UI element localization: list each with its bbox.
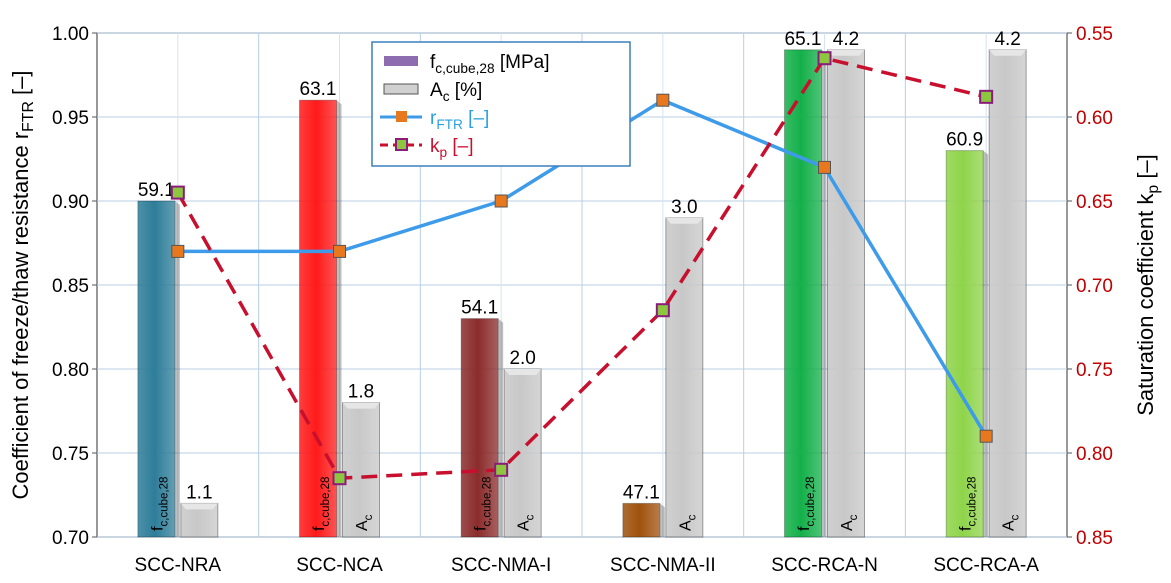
marker-k-p-4 <box>817 51 832 66</box>
bar-ac-1 <box>342 402 380 538</box>
category-label-1: SCC-NCA <box>296 555 383 576</box>
series-k-p-line <box>176 56 987 481</box>
right-tick-label-5: 0.80 <box>1076 444 1113 465</box>
legend-label-2: rFTR [–] <box>430 108 489 132</box>
bar-ac-inlabel-3: Ac <box>677 514 698 531</box>
bar-ac-top-5 <box>989 49 1027 56</box>
legend: fc,cube,28 [MPa] Ac [%] rFTR [–] kp [–] <box>371 41 631 167</box>
bar-ac-4 <box>827 49 865 538</box>
marker-r-ftr-1 <box>333 244 346 258</box>
marker-k-p-5 <box>979 89 994 104</box>
marker-r-ftr-3 <box>656 93 670 107</box>
left-axis-title: Coefficient of freeze/thaw resistance rF… <box>8 70 37 499</box>
left-tick-label-6: 1.00 <box>52 24 89 45</box>
legend-marker-k-p <box>395 138 408 151</box>
marker-r-ftr-2 <box>494 194 508 208</box>
bar-ac-label-0: 1.1 <box>186 482 212 503</box>
legend-swatch-fc <box>384 56 418 66</box>
bar-ac-5 <box>988 49 1027 538</box>
bar-fc-inlabel-5: fc,cube,28 <box>958 477 979 531</box>
category-label-2: SCC-NMA-I <box>451 555 551 576</box>
bar-ac-label-5: 4.2 <box>994 29 1020 50</box>
bar-ac-3 <box>665 217 704 538</box>
right-tick-label-3: 0.70 <box>1076 276 1113 297</box>
marker-k-p-0 <box>170 185 185 200</box>
bar-ac-inlabel-4: Ac <box>839 514 860 531</box>
marker-k-p-1 <box>332 471 347 486</box>
bar-fc-5 <box>945 150 984 538</box>
bar-fc-inlabel-1: fc,cube,28 <box>311 477 332 531</box>
bar-fc-0 <box>137 200 176 538</box>
axes-group: 0.70 0.75 0.80 0.85 0.90 0.95 1.00 0.55 0.60 0.65… <box>8 24 1162 576</box>
right-tick-label-4: 0.75 <box>1076 360 1113 381</box>
bar-fc-1 <box>299 99 337 538</box>
bars-group: 59.1 fc,cube,28 1.1 63.1 fc,cube,28 1.8 Ac 54.1… <box>137 29 1027 538</box>
bar-ac-inlabel-5: Ac <box>1001 514 1022 531</box>
bar-ac-top-3 <box>665 217 703 224</box>
legend-marker-r-ftr <box>396 111 407 122</box>
bar-fc-label-3: 47.1 <box>623 482 660 503</box>
bar-fc-3 <box>622 502 661 538</box>
right-axis-title: Saturation coefficient kp [–] <box>1133 154 1162 416</box>
bar-fc-label-4: 65.1 <box>785 29 822 50</box>
left-tick-label-0: 0.70 <box>52 528 89 549</box>
bar-ac-top-1 <box>342 402 380 409</box>
marker-k-p-2 <box>494 462 509 477</box>
marker-r-ftr-4 <box>818 160 831 174</box>
bar-fc-inlabel-0: fc,cube,28 <box>149 477 170 531</box>
bar-fc-label-1: 63.1 <box>300 79 337 100</box>
left-tick-label-4: 0.90 <box>52 192 89 213</box>
legend-label-3: kp [–] <box>430 136 474 160</box>
bar-fc-side-1 <box>336 100 342 537</box>
bar-fc-side-0 <box>174 201 180 537</box>
legend-swatch-ac <box>383 83 419 95</box>
bar-fc-side-3 <box>659 503 665 537</box>
category-label-4: SCC-RCA-N <box>771 555 878 576</box>
bar-fc-inlabel-2: fc,cube,28 <box>473 477 494 531</box>
bar-ac-inlabel-2: Ac <box>516 514 537 531</box>
bar-fc-4 <box>784 49 822 538</box>
marker-r-ftr-5 <box>979 429 993 443</box>
right-tick-label-1: 0.60 <box>1076 108 1113 129</box>
legend-label-1: Ac [%] <box>430 80 482 104</box>
right-tick-label-0: 0.55 <box>1076 24 1113 45</box>
bar-ac-label-3: 3.0 <box>671 197 697 218</box>
category-label-3: SCC-NMA-II <box>610 555 716 576</box>
left-tick-label-5: 0.95 <box>52 108 89 129</box>
bar-fc-label-2: 54.1 <box>461 298 498 319</box>
left-tick-label-3: 0.85 <box>52 276 89 297</box>
bar-fc-side-2 <box>498 318 504 537</box>
bar-ac-label-2: 2.0 <box>509 348 535 369</box>
bar-fc-label-0: 59.1 <box>138 180 175 201</box>
bar-ac-top-2 <box>504 369 542 375</box>
category-label-5: SCC-RCA-A <box>933 555 1039 576</box>
category-label-0: SCC-NRA <box>135 555 222 576</box>
bar-ac-top-0 <box>180 503 218 510</box>
bar-fc-inlabel-4: fc,cube,28 <box>796 477 817 531</box>
bar-fc-label-5: 60.9 <box>946 130 983 151</box>
bar-ac-2 <box>503 368 542 538</box>
bar-ac-label-1: 1.8 <box>348 382 374 403</box>
marker-r-ftr-0 <box>171 244 185 258</box>
left-tick-label-1: 0.75 <box>52 444 89 465</box>
bar-ac-top-4 <box>827 49 865 56</box>
bar-ac-label-4: 4.2 <box>833 29 859 50</box>
left-tick-label-2: 0.80 <box>52 360 89 381</box>
right-tick-label-2: 0.65 <box>1076 192 1113 213</box>
bar-fc-side-5 <box>983 150 989 537</box>
bar-ac-inlabel-1: Ac <box>354 514 375 531</box>
bar-fc-2 <box>460 318 499 538</box>
right-tick-label-6: 0.85 <box>1076 528 1113 549</box>
marker-k-p-3 <box>655 303 670 318</box>
legend-label-0: fc,cube,28 [MPa] <box>430 52 549 76</box>
bar-fc-side-4 <box>821 49 827 538</box>
